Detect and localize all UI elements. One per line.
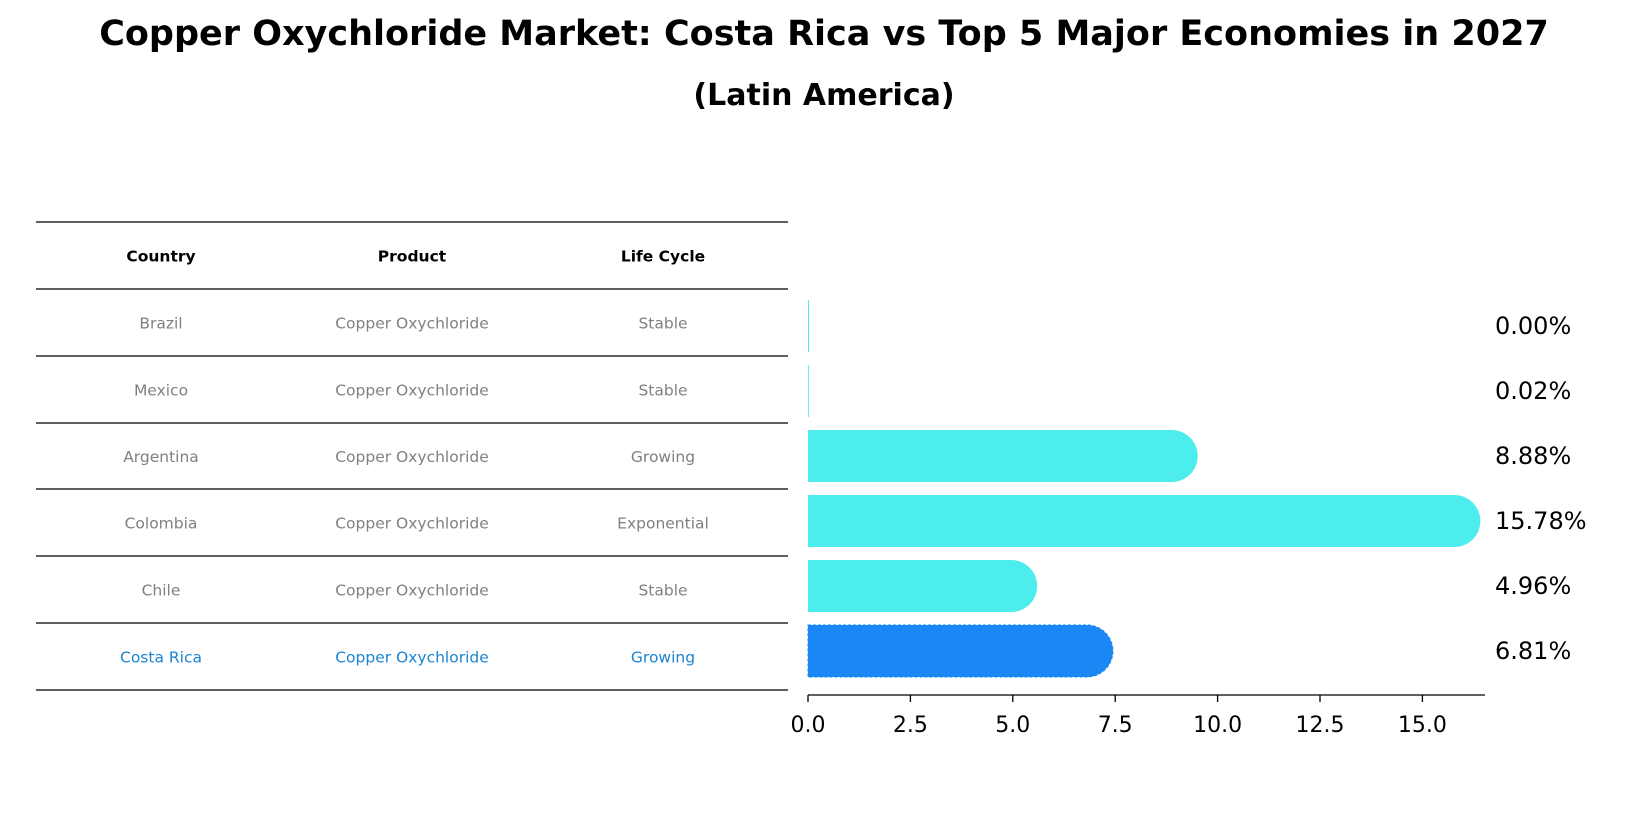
value-label: 4.96% [1495,572,1571,600]
table-cell-life-cycle: Stable [638,315,687,333]
table-cell-country: Mexico [134,382,188,400]
bar-colombia [808,495,1481,547]
table-cell-country: Brazil [139,315,182,333]
chart-subtitle: (Latin America) [693,78,955,113]
table-cell-country: Colombia [125,515,198,533]
table-cell-life-cycle: Stable [638,382,687,400]
value-label: 0.00% [1495,312,1571,340]
x-tick-label: 2.5 [893,713,928,738]
table-cell-product: Copper Oxychloride [335,649,489,667]
bar-costa-rica [807,624,1114,678]
x-tick-label: 10.0 [1193,713,1242,738]
table-cell-country: Chile [142,582,181,600]
data-table: Country Product Life Cycle Brazil Copper Oxy… [36,221,788,691]
x-tick-label: 12.5 [1296,713,1345,738]
chart-title: Copper Oxychloride Market: Costa Rica vs… [99,14,1549,54]
table-cell-product: Copper Oxychloride [335,382,489,400]
table-cell-country: Costa Rica [120,649,202,667]
x-tick-label: 15.0 [1398,713,1447,738]
bar-argentina [808,430,1198,482]
x-tick-label: 0.0 [791,713,826,738]
table-cell-life-cycle: Exponential [617,515,709,533]
table-header-product: Product [378,248,447,266]
value-label: 6.81% [1495,637,1571,665]
x-tick-label: 5.0 [995,713,1030,738]
bar-mexico [808,365,809,417]
table-header-life-cycle: Life Cycle [621,248,705,266]
table-cell-product: Copper Oxychloride [335,515,489,533]
x-tick-label: 7.5 [1098,713,1133,738]
value-label: 15.78% [1495,507,1587,535]
table-cell-product: Copper Oxychloride [335,448,489,466]
table-cell-product: Copper Oxychloride [335,582,489,600]
table-cell-life-cycle: Growing [631,448,695,466]
value-label: 8.88% [1495,442,1571,470]
table-cell-life-cycle: Growing [631,649,695,667]
bar-chile [808,560,1038,612]
table-cell-product: Copper Oxychloride [335,315,489,333]
value-label: 0.02% [1495,377,1571,405]
table-cell-country: Argentina [123,448,199,466]
table-header-country: Country [126,248,195,266]
table-cell-life-cycle: Stable [638,582,687,600]
